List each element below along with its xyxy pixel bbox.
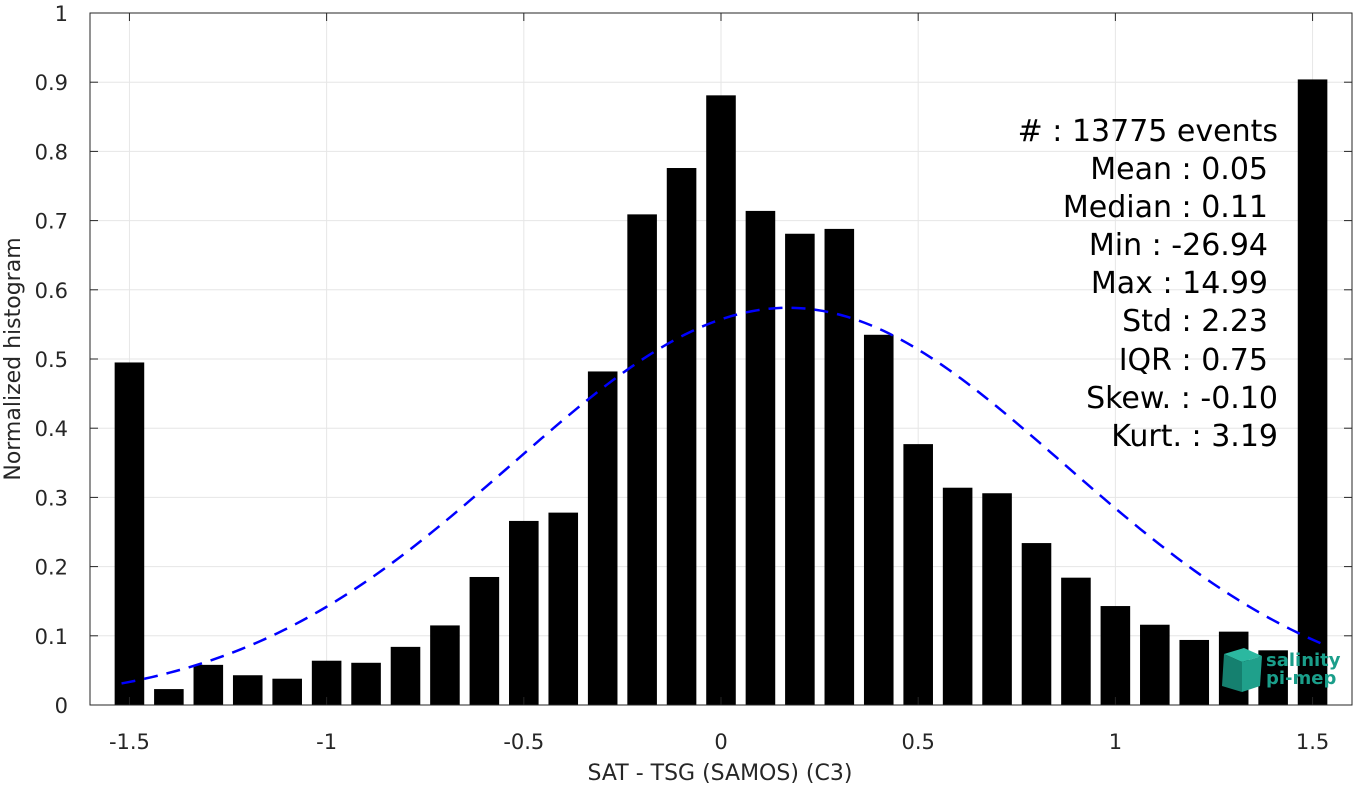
gaussian-fit-curve bbox=[121, 306, 1321, 685]
histogram-bar bbox=[903, 444, 933, 705]
y-axis-label: Normalized histogram bbox=[1, 237, 26, 480]
histogram-bar bbox=[666, 168, 697, 705]
statistics-box: # : 13775 events Mean : 0.05 Median : 0.… bbox=[1018, 114, 1278, 454]
y-tick-label: 0.6 bbox=[35, 279, 68, 303]
histogram-bar bbox=[1179, 639, 1210, 705]
y-tick-label: 1 bbox=[55, 2, 68, 26]
x-tick-label: 1.5 bbox=[1296, 730, 1329, 754]
logo-text-line1: salinity bbox=[1266, 650, 1341, 671]
histogram-bar bbox=[430, 625, 460, 705]
stat-std: Std : 2.23 bbox=[1122, 304, 1268, 339]
logo-text-line2: pi-mep bbox=[1266, 668, 1336, 689]
y-tick-label: 0.9 bbox=[35, 71, 68, 95]
stat-kurt: Kurt. : 3.19 bbox=[1111, 419, 1278, 454]
stat-min: Min : -26.94 bbox=[1089, 228, 1268, 263]
histogram-bar bbox=[1258, 650, 1288, 705]
stat-max: Max : 14.99 bbox=[1091, 266, 1268, 301]
histogram-bar bbox=[154, 689, 184, 705]
y-tick-label: 0.3 bbox=[35, 486, 68, 510]
stat-count: # : 13775 events bbox=[1018, 114, 1278, 149]
stat-mean: Mean : 0.05 bbox=[1090, 152, 1268, 187]
histogram-bar bbox=[706, 95, 736, 705]
histogram-bar bbox=[1297, 79, 1328, 705]
histogram-bar bbox=[390, 646, 421, 705]
histogram-bar bbox=[785, 233, 815, 706]
histogram-bar bbox=[587, 371, 618, 705]
x-tick-label: 0.5 bbox=[901, 730, 934, 754]
stat-median: Median : 0.11 bbox=[1063, 190, 1268, 225]
histogram-bar bbox=[863, 334, 894, 705]
histogram-bar bbox=[1061, 577, 1091, 705]
histogram-bar bbox=[627, 214, 657, 705]
y-axis-ticks: 0 0.1 0.2 0.3 0.4 0.5 0.6 0.7 0.8 0.9 1 bbox=[35, 2, 1352, 718]
histogram-bar bbox=[1021, 543, 1052, 705]
histogram-bar bbox=[114, 362, 145, 705]
salinity-pimep-logo: salinity pi-mep bbox=[1222, 648, 1341, 692]
x-tick-label: -0.5 bbox=[503, 730, 544, 754]
histogram-bar bbox=[824, 228, 855, 706]
x-tick-label: 1 bbox=[1109, 730, 1122, 754]
stat-iqr: IQR : 0.75 bbox=[1119, 343, 1268, 378]
stat-skew: Skew. : -0.10 bbox=[1086, 381, 1278, 416]
histogram-bar bbox=[232, 675, 263, 705]
x-tick-label: -1.5 bbox=[109, 730, 150, 754]
histogram-bar bbox=[1100, 606, 1131, 705]
x-tick-label: 0 bbox=[714, 730, 727, 754]
x-tick-label: -1 bbox=[316, 730, 337, 754]
y-tick-label: 0.7 bbox=[35, 210, 68, 234]
histogram-bar bbox=[272, 678, 302, 705]
histogram-bar bbox=[469, 576, 500, 705]
histogram-bar bbox=[193, 664, 224, 705]
histogram-bar bbox=[351, 662, 381, 705]
histogram-bar bbox=[942, 487, 973, 705]
y-tick-label: 0.1 bbox=[35, 625, 68, 649]
y-tick-label: 0.4 bbox=[35, 417, 68, 441]
y-tick-label: 0 bbox=[55, 694, 68, 718]
y-tick-label: 0.5 bbox=[35, 348, 68, 372]
histogram-bar bbox=[982, 493, 1012, 705]
y-tick-label: 0.2 bbox=[35, 556, 68, 580]
x-axis-ticks: -1.5 -1 -0.5 0 0.5 1 1.5 bbox=[109, 13, 1329, 754]
logo-cube-icon bbox=[1222, 648, 1262, 692]
histogram-bar bbox=[509, 520, 539, 705]
histogram-bar bbox=[1140, 624, 1170, 705]
histogram-bar bbox=[548, 512, 579, 705]
y-tick-label: 0.8 bbox=[35, 140, 68, 164]
histogram-bar bbox=[745, 210, 776, 706]
x-axis-label: SAT - TSG (SAMOS) (C3) bbox=[588, 761, 853, 785]
